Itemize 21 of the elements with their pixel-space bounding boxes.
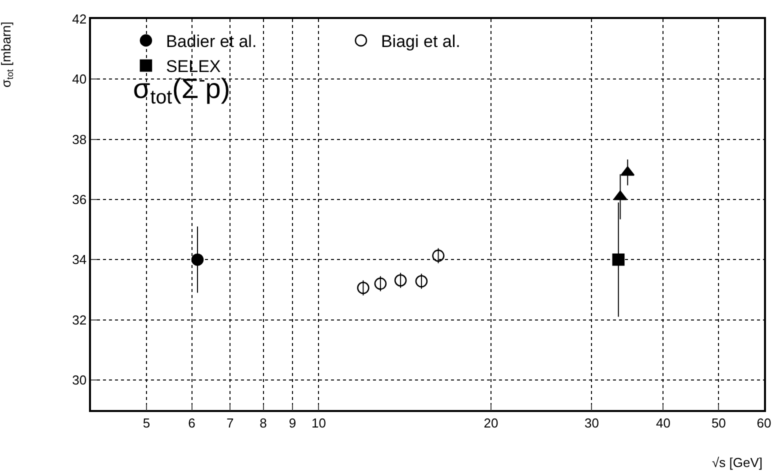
x-tick-label: 10 [311,415,326,430]
x-tick-label: 5 [142,415,150,430]
x-tick-label: 6 [188,415,196,430]
x-tick-label: 50 [711,415,726,430]
legend-label: Badier et al. [166,32,257,52]
y-tick-label: 42 [72,12,87,27]
y-tick-label: 36 [72,192,87,208]
x-tick-label: 7 [226,415,234,430]
x-axis-title: √s [GeV] [712,455,762,470]
y-tick-label: 30 [72,372,87,388]
y-tick-label: 34 [72,252,87,268]
x-tick-label: 30 [584,415,599,430]
y-tick-label: 32 [72,312,87,328]
legend-label: Biagi et al. [380,32,460,52]
x-tick-label: 60 [756,415,772,430]
x-tick-label: 20 [484,415,498,430]
x-tick-label: 9 [288,415,296,430]
y-tick-label: 40 [72,72,87,87]
x-tick-label: 8 [260,415,267,430]
y-tick-label: 38 [72,132,87,147]
x-tick-label: 40 [656,415,670,430]
